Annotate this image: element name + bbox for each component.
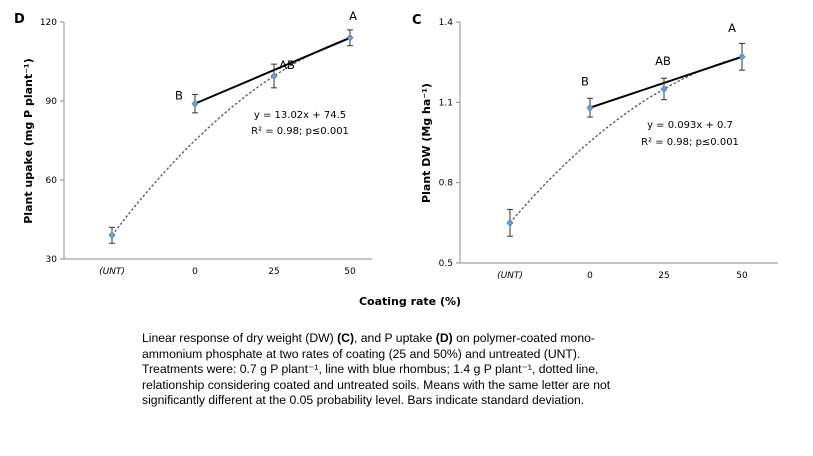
significance-letter: B bbox=[581, 75, 589, 89]
figure-caption: Linear response of dry weight (DW) (C), … bbox=[142, 331, 762, 409]
caption-text: on polymer-coated mono- bbox=[452, 331, 595, 345]
data-point-marker bbox=[270, 72, 278, 80]
y-tick-label: 0.5 bbox=[439, 259, 453, 269]
data-point-marker bbox=[108, 231, 116, 240]
caption-line-2: ammonium phosphate at two rates of coati… bbox=[142, 346, 581, 361]
y-axis-title: Plant DW (Mg ha⁻¹) bbox=[420, 83, 433, 203]
y-axis-title: Plant upake (mg P plant⁻¹) bbox=[22, 58, 35, 224]
x-tick-label: 50 bbox=[736, 271, 748, 281]
y-tick-label: 1.4 bbox=[439, 18, 454, 28]
x-tick-label: 50 bbox=[344, 267, 356, 277]
linear-fit-line bbox=[589, 55, 743, 109]
significance-letter: A bbox=[349, 9, 357, 23]
significance-letter: AB bbox=[655, 54, 671, 68]
data-point-marker bbox=[660, 84, 668, 93]
caption-line-5: significantly different at the 0.05 prob… bbox=[142, 393, 585, 408]
data-point-marker bbox=[738, 52, 746, 61]
regression-equation: y = 0.093x + 0.7 bbox=[647, 120, 733, 131]
caption-line-1: Linear response of dry weight (DW) (C), … bbox=[142, 331, 762, 347]
panel-letter-c: C bbox=[412, 13, 422, 28]
x-tick-label: (UNT) bbox=[497, 271, 523, 281]
significance-letter: AB bbox=[279, 58, 295, 72]
significance-letter: A bbox=[728, 21, 736, 35]
caption-line-4: relationship considering coated and untr… bbox=[142, 377, 611, 392]
linear-fit-line bbox=[194, 36, 351, 105]
caption-text: Linear response of dry weight (DW) bbox=[142, 331, 338, 345]
x-tick-label: 0 bbox=[192, 267, 198, 277]
chart-panel-c: C 0.5 0.8 1.1 1.4 (UNT) 0 25 50 Plant DW (Mg ha⁻¹… bbox=[412, 13, 778, 281]
caption-text: , and P uptake bbox=[354, 331, 436, 345]
x-tick-label: (UNT) bbox=[99, 267, 125, 277]
y-tick-label: 0.8 bbox=[439, 179, 454, 189]
regression-stats: R² = 0.98; p≤0.001 bbox=[251, 126, 349, 137]
caption-line-3: Treatments were: 0.7 g P plant⁻¹, line w… bbox=[142, 362, 599, 377]
regression-equation: y = 13.02x + 74.5 bbox=[254, 110, 346, 121]
significance-letter: B bbox=[175, 89, 183, 103]
y-tick-label: 60 bbox=[46, 176, 58, 186]
caption-ref-c: (C) bbox=[337, 331, 354, 345]
panel-letter-d: D bbox=[14, 12, 25, 27]
shared-x-axis-title: Coating rate (%) bbox=[359, 295, 461, 308]
y-tick-label: 90 bbox=[46, 97, 58, 107]
data-point-marker bbox=[346, 33, 354, 42]
x-tick-label: 0 bbox=[587, 271, 593, 281]
data-point-marker bbox=[506, 218, 514, 227]
regression-stats: R² = 0.98; p≤0.001 bbox=[641, 137, 739, 148]
x-tick-label: 25 bbox=[268, 267, 279, 277]
y-tick-label: 1.1 bbox=[439, 98, 453, 108]
data-point-marker bbox=[586, 103, 594, 112]
y-tick-label: 120 bbox=[40, 18, 57, 28]
caption-ref-d: (D) bbox=[435, 331, 453, 345]
chart-panel-d: D 30 60 90 120 (UNT) 0 25 50 Plant upake (mg P pl… bbox=[14, 9, 372, 277]
data-point-marker bbox=[191, 99, 199, 108]
y-tick-label: 30 bbox=[46, 255, 58, 265]
x-tick-label: 25 bbox=[658, 271, 669, 281]
